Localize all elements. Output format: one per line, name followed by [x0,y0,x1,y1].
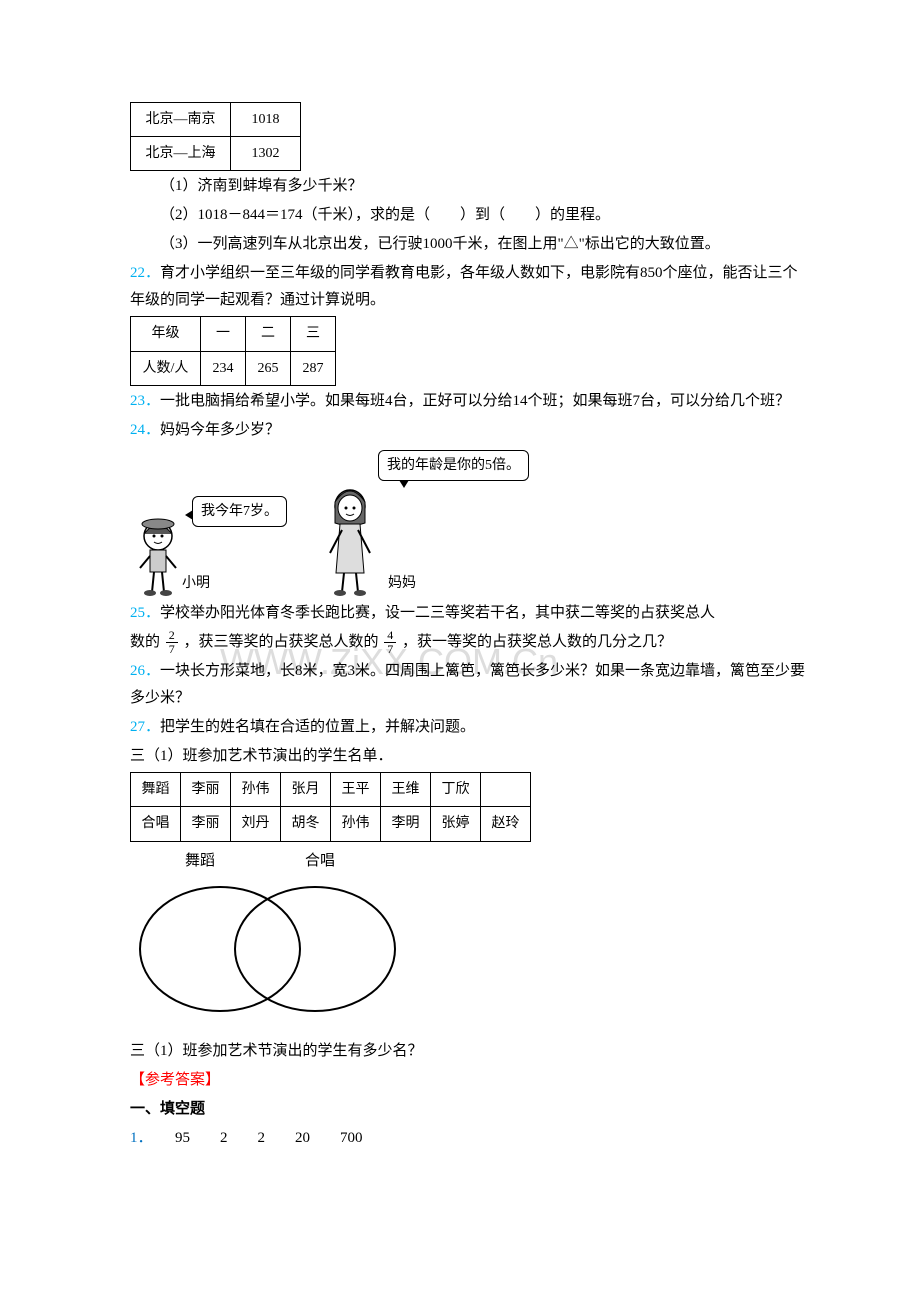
fraction-2-7: 27 [166,629,178,656]
cell: 孙伟 [331,807,381,841]
cell: 孙伟 [231,773,281,807]
cell: 二 [246,317,291,351]
a1-text: 95 2 2 20 700 [145,1130,363,1146]
q22-text: 育才小学组织一至三年级的同学看教育电影，各年级人数如下，电影院有850个座位，能… [130,265,798,308]
cell: 赵玲 [481,807,531,841]
child-name: 小明 [182,571,210,596]
q25-text2a: 数的 [130,634,160,650]
a1-num: 1． [130,1130,145,1146]
cell: 人数/人 [131,351,201,385]
q27-question: 三（1）班参加艺术节演出的学生有多少名？ [130,1038,810,1065]
q21-3: （3）一列高速列车从北京出发，已行驶1000千米，在图上用"△"标出它的大致位置… [130,231,810,258]
q27: 27．把学生的姓名填在合适的位置上，并解决问题。 [130,714,810,741]
cell: 一 [201,317,246,351]
q25-text2c: ，获一等奖的占获奖总人数的几分之几？ [402,634,672,650]
cell: 北京—上海 [131,137,231,171]
distance-table: 北京—南京 1018 北京—上海 1302 [130,102,301,171]
q24: 24．妈妈今年多少岁？ [130,417,810,444]
mom-name: 妈妈 [388,571,416,596]
q22-num: 22． [130,265,160,281]
cell: 丁欣 [431,773,481,807]
venn-label-chorus: 合唱 [305,848,335,875]
answer-header: 【参考答案】 [130,1067,810,1094]
cell: 1018 [231,103,301,137]
venn-diagram: 舞蹈 合唱 [130,848,810,1032]
q26-num: 26． [130,663,160,679]
child-figure [130,506,190,596]
q25-text1: 学校举办阳光体育冬季长跑比赛，设一二三等奖若干名，其中获二等奖的占获奖总人 [160,605,715,621]
cell: 李明 [381,807,431,841]
q26-text: 一块长方形菜地，长8米，宽3米。四周围上篱笆，篱笆长多少米？如果一条宽边靠墙，篱… [130,663,805,706]
q24-num: 24． [130,422,160,438]
cell: 287 [291,351,336,385]
q21-2: （2）1018－844＝174（千米），求的是（ ）到（ ）的里程。 [130,202,810,229]
q23: 23．一批电脑捐给希望小学。如果每班4台，正好可以分给14个班；如果每班7台，可… [130,388,810,415]
cell: 张月 [281,773,331,807]
cell: 年级 [131,317,201,351]
venn-svg [130,877,410,1022]
cell: 234 [201,351,246,385]
section-fill-blank: 一、填空题 [130,1096,810,1123]
q23-text: 一批电脑捐给希望小学。如果每班4台，正好可以分给14个班；如果每班7台，可以分给… [160,393,790,409]
q25-line1: 25．学校举办阳光体育冬季长跑比赛，设一二三等奖若干名，其中获二等奖的占获奖总人 [130,600,810,627]
q27-sub: 三（1）班参加艺术节演出的学生名单． [130,743,810,770]
child-bubble: 我今年7岁。 [192,496,287,527]
q25-num: 25． [130,605,160,621]
cell: 北京—南京 [131,103,231,137]
cell: 1302 [231,137,301,171]
cell: 张婷 [431,807,481,841]
cell: 合唱 [131,807,181,841]
speech-figure: 我的年龄是你的5倍。 我今年7岁。 小明 妈妈 [130,448,810,596]
cell: 舞蹈 [131,773,181,807]
cell: 265 [246,351,291,385]
q27-text: 把学生的姓名填在合适的位置上，并解决问题。 [160,719,475,735]
q25-text2b: ，获三等奖的占获奖总人数的 [184,634,379,650]
venn-label-dance: 舞蹈 [185,848,215,875]
cell: 胡冬 [281,807,331,841]
grade-table: 年级 一 二 三 人数/人 234 265 287 [130,316,336,385]
fraction-4-7: 47 [384,629,396,656]
cell: 王平 [331,773,381,807]
q27-num: 27． [130,719,160,735]
cell: 李丽 [181,807,231,841]
q21-1: （1）济南到蚌埠有多少千米？ [130,173,810,200]
cell: 刘丹 [231,807,281,841]
students-table: 舞蹈 李丽 孙伟 张月 王平 王维 丁欣 合唱 李丽 刘丹 胡冬 孙伟 李明 张… [130,772,531,841]
q22: 22．育才小学组织一至三年级的同学看教育电影，各年级人数如下，电影院有850个座… [130,260,810,314]
cell: 三 [291,317,336,351]
answer-1: 1． 95 2 2 20 700 [130,1125,810,1152]
cell: 王维 [381,773,431,807]
q23-num: 23． [130,393,160,409]
mom-figure [320,478,380,596]
q25-line2: 数的 27 ，获三等奖的占获奖总人数的 47 ，获一等奖的占获奖总人数的几分之几… [130,629,810,656]
mom-bubble: 我的年龄是你的5倍。 [378,450,529,481]
cell [481,773,531,807]
q26: 26．一块长方形菜地，长8米，宽3米。四周围上篱笆，篱笆长多少米？如果一条宽边靠… [130,658,810,712]
cell: 李丽 [181,773,231,807]
q24-text: 妈妈今年多少岁？ [160,422,280,438]
